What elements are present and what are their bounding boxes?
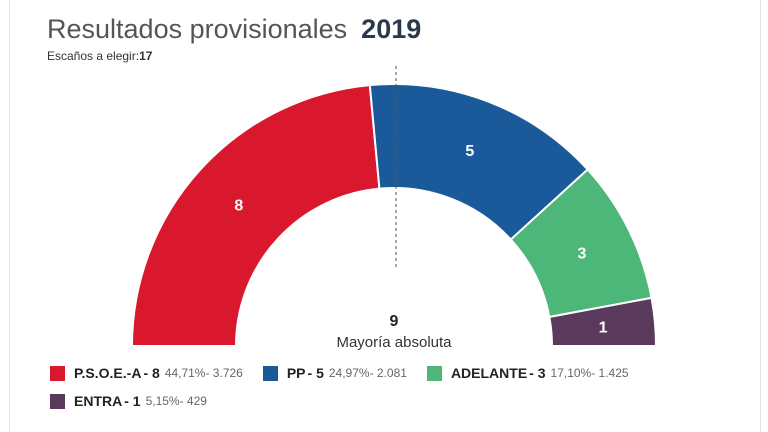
majority-value: 9 xyxy=(390,313,399,330)
legend-detail-psoe: 44,71%- 3.726 xyxy=(164,366,243,380)
majority-label: Mayoría absoluta xyxy=(336,334,452,351)
legend-detail-pp: 24,97%- 2.081 xyxy=(328,366,407,380)
legend-item-psoe: P.S.O.E.-A - 8 44,71%- 3.726 xyxy=(50,365,243,381)
legend-item-entra: ENTRA - 1 5,15%- 429 xyxy=(50,393,207,409)
chart-year: 2019 xyxy=(361,14,422,44)
title-row: Resultados provisionales 2019 xyxy=(47,14,421,45)
legend-seats-entra: - 1 xyxy=(124,393,141,409)
legend-name-adelante: ADELANTE xyxy=(450,365,528,381)
legend-detail-adelante: 17,10%- 1.425 xyxy=(550,366,629,380)
legend-detail-entra: 5,15%- 429 xyxy=(145,394,207,408)
seat-segment-entra xyxy=(548,296,658,347)
frame-border-left xyxy=(9,0,10,432)
legend-name-pp: PP xyxy=(286,365,306,381)
seat-label-psoe: 8 xyxy=(234,198,243,215)
seats-to-elect-label: Escaños a elegir: xyxy=(47,49,140,63)
legend-swatch-psoe xyxy=(50,365,65,381)
seat-label-entra: 1 xyxy=(599,320,608,337)
seat-label-pp: 5 xyxy=(465,143,474,160)
seat-label-adelante: 3 xyxy=(578,245,587,262)
legend-name-entra: ENTRA xyxy=(74,393,123,409)
legend-swatch-pp xyxy=(262,365,278,381)
legend-name-psoe: P.S.O.E.-A xyxy=(74,365,142,381)
chart-title: Resultados provisionales xyxy=(47,14,348,44)
seats-to-elect: Escaños a elegir:17 xyxy=(47,49,421,63)
legend-seats-pp: - 5 xyxy=(307,365,324,381)
legend-item-pp: PP - 5 24,97%- 2.081 xyxy=(262,365,407,381)
chart-header: Resultados provisionales 2019 Escaños a … xyxy=(47,14,421,63)
frame-border-right xyxy=(760,0,761,432)
legend-seats-adelante: - 3 xyxy=(529,365,546,381)
legend-seats-psoe: - 8 xyxy=(143,365,160,381)
legend-swatch-adelante xyxy=(426,365,442,381)
legend-swatch-entra xyxy=(50,393,65,409)
seats-to-elect-value: 17 xyxy=(139,49,153,63)
legend: P.S.O.E.-A - 8 44,71%- 3.726 PP - 5 24,9… xyxy=(50,365,730,409)
legend-item-adelante: ADELANTE - 3 17,10%- 1.425 xyxy=(426,365,629,381)
seat-segment-psoe xyxy=(130,84,381,347)
